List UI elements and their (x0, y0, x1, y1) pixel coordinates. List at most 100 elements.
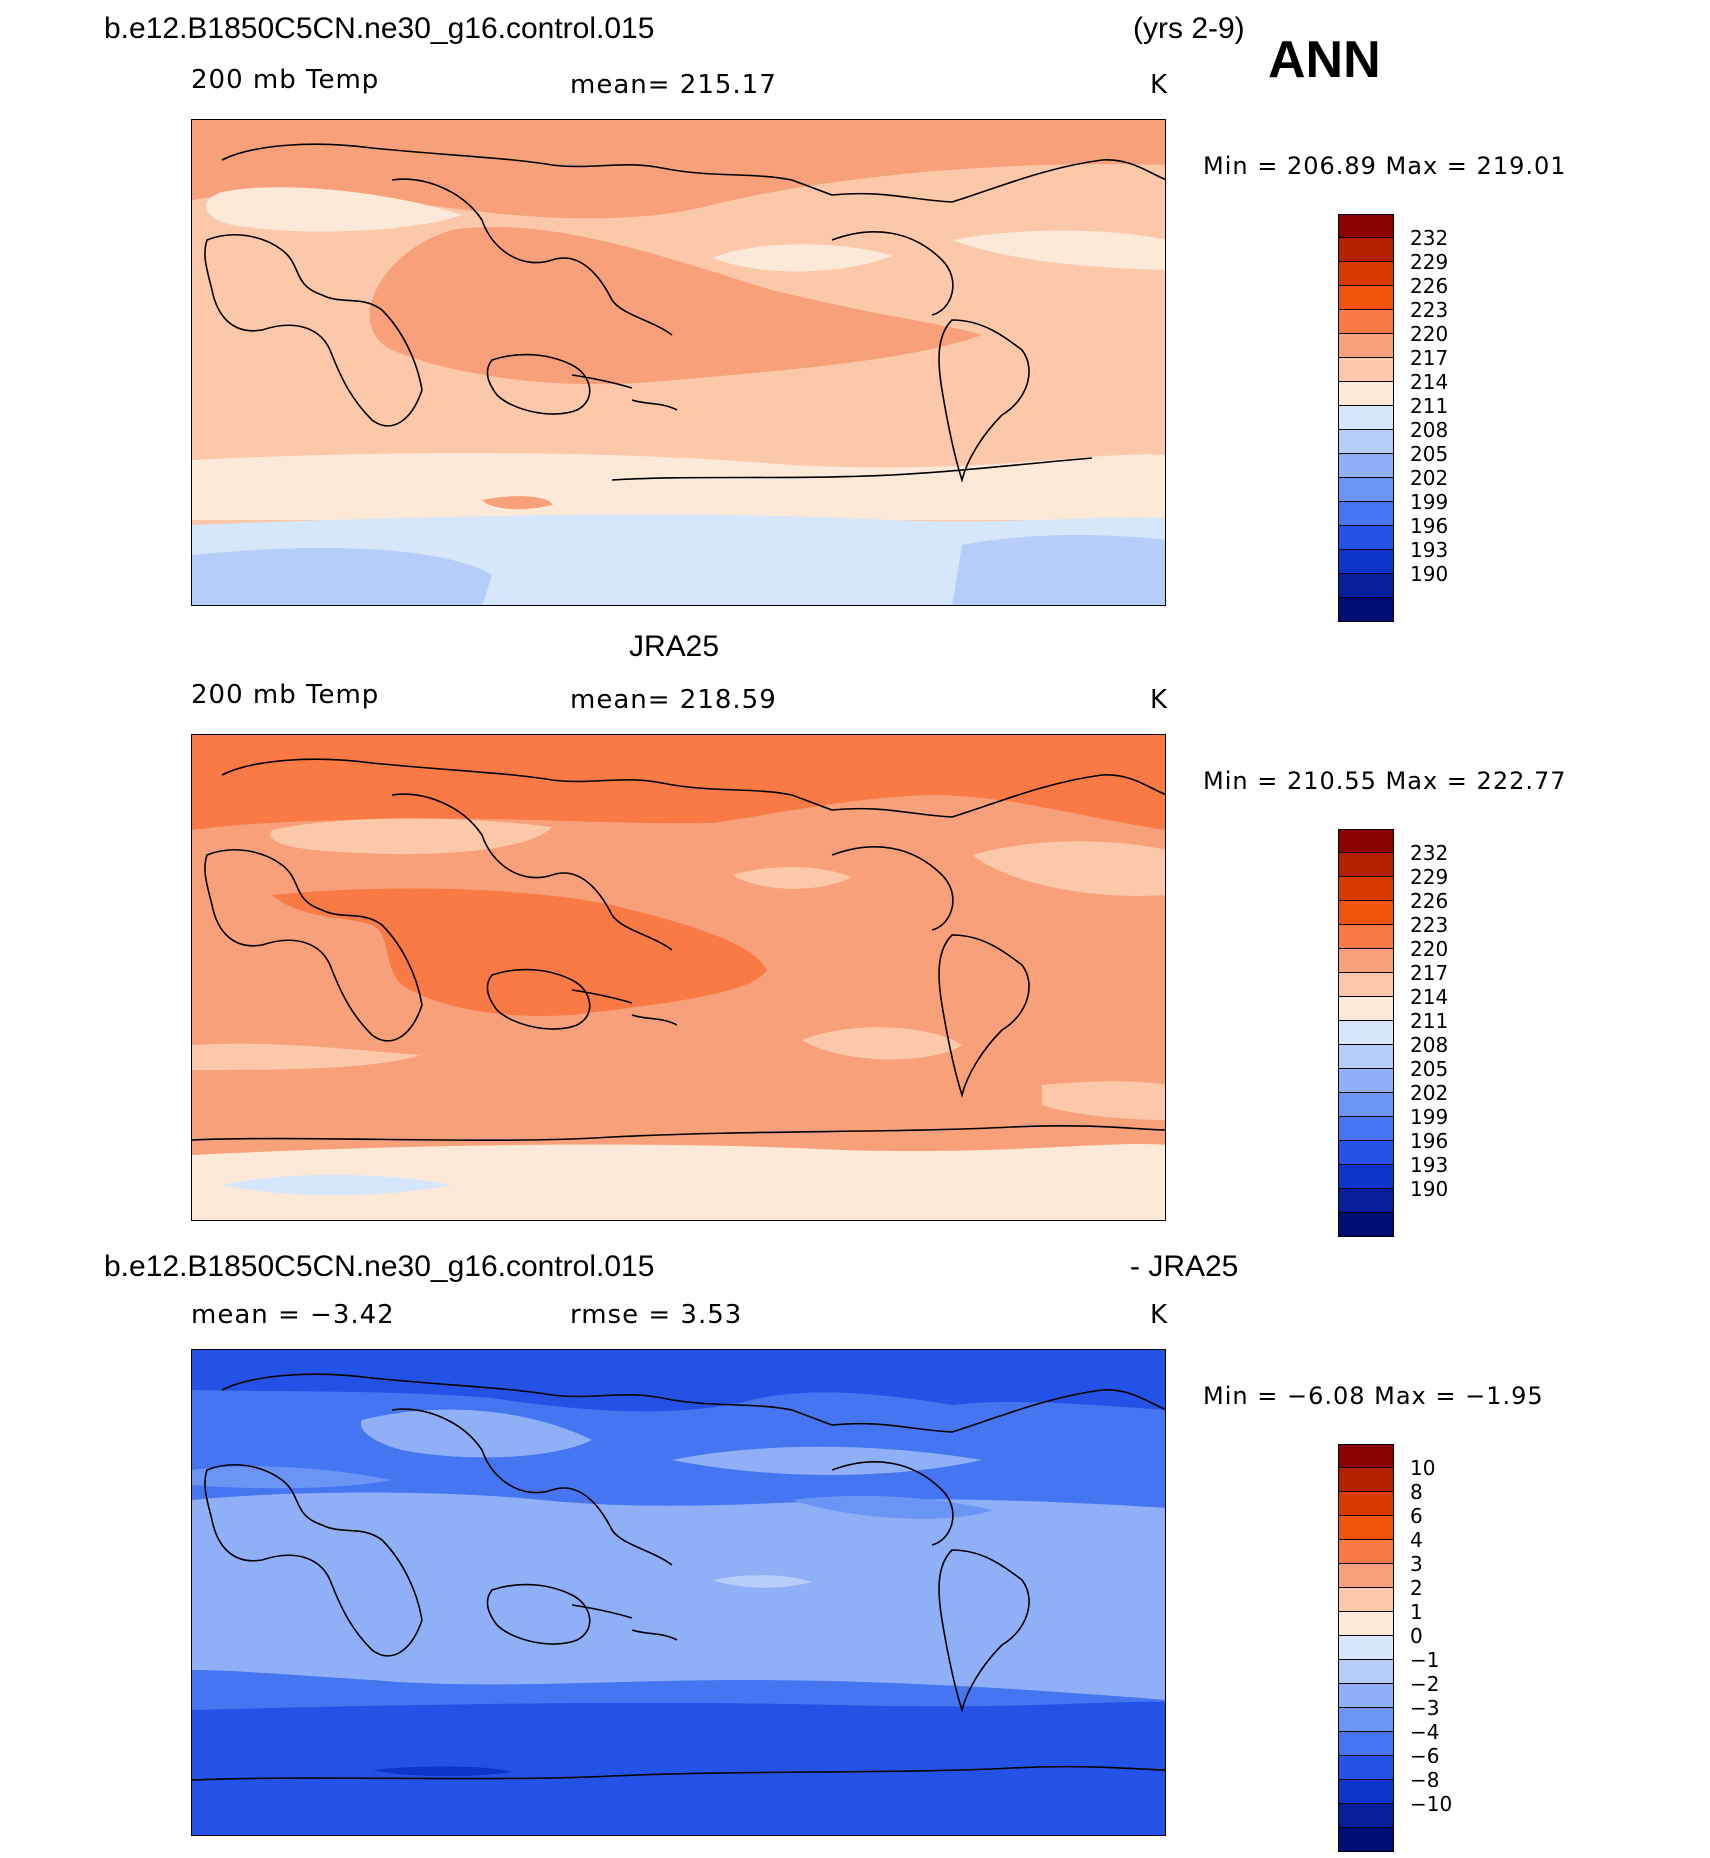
panel2-mean: mean= 218.59 (570, 685, 777, 715)
colorbar-swatch (1338, 901, 1394, 925)
panel3-coastlines (192, 1373, 1165, 1781)
panel2-units: K (1150, 685, 1169, 715)
colorbar-tick-label: 223 (1410, 913, 1449, 937)
colorbar-tick-label: −8 (1410, 1768, 1440, 1792)
colorbar-swatch (1338, 214, 1394, 238)
colorbar-tick-label: 1 (1410, 1600, 1423, 1624)
panel3-title-right: - JRA25 (1130, 1250, 1239, 1283)
colorbar-tick-label: 229 (1410, 250, 1449, 274)
colorbar-tick-label: 226 (1410, 274, 1449, 298)
colorbar-swatch (1338, 478, 1394, 502)
colorbar-tick-label: 217 (1410, 961, 1449, 985)
panel1-contour-field (192, 120, 1165, 605)
colorbar-swatch (1338, 1021, 1394, 1045)
colorbar-swatch (1338, 574, 1394, 598)
colorbar-swatch (1338, 997, 1394, 1021)
colorbar-swatch (1338, 1732, 1394, 1756)
colorbar-swatch (1338, 853, 1394, 877)
colorbar-swatch (1338, 1468, 1394, 1492)
panel3-units: K (1150, 1300, 1169, 1330)
colorbar-tick-label: 193 (1410, 538, 1449, 562)
colorbar-tick-label: 8 (1410, 1480, 1423, 1504)
colorbar-tick-label: −3 (1410, 1696, 1440, 1720)
colorbar-tick-label: −1 (1410, 1648, 1440, 1672)
colorbar-swatch (1338, 925, 1394, 949)
colorbar-tick-label: 199 (1410, 1105, 1449, 1129)
colorbar-tick-label: 190 (1410, 1177, 1449, 1201)
colorbar-tick-label: 10 (1410, 1456, 1436, 1480)
panel3-map (191, 1349, 1166, 1836)
colorbar-tick-label: 199 (1410, 490, 1449, 514)
colorbar-swatch (1338, 286, 1394, 310)
case-name: b.e12.B1850C5CN.ne30_g16.control.015 (104, 12, 655, 45)
colorbar-swatch (1338, 1636, 1394, 1660)
panel1-map (191, 119, 1166, 606)
panel2-title: JRA25 (629, 630, 720, 663)
colorbar-swatch (1338, 526, 1394, 550)
panel1-units: K (1150, 70, 1169, 100)
colorbar-tick-label: 2 (1410, 1576, 1423, 1600)
colorbar-tick-label: 220 (1410, 322, 1449, 346)
panel3-colorbar (1338, 1444, 1394, 1852)
colorbar-swatch (1338, 1708, 1394, 1732)
panel1-mean: mean= 215.17 (570, 70, 777, 100)
panel2-minmax: Min = 210.55 Max = 222.77 (1203, 767, 1567, 795)
colorbar-tick-label: 226 (1410, 889, 1449, 913)
colorbar-tick-label: 217 (1410, 346, 1449, 370)
colorbar-swatch (1338, 829, 1394, 853)
colorbar-tick-label: −10 (1410, 1792, 1453, 1816)
colorbar-tick-label: 196 (1410, 514, 1449, 538)
colorbar-tick-label: −6 (1410, 1744, 1440, 1768)
colorbar-swatch (1338, 502, 1394, 526)
colorbar-tick-label: 232 (1410, 841, 1449, 865)
panel3-contour-field (192, 1350, 1165, 1835)
season-label: ANN (1268, 31, 1381, 89)
colorbar-swatch (1338, 334, 1394, 358)
colorbar-swatch (1338, 1093, 1394, 1117)
panel2-coastlines (192, 758, 1165, 1142)
colorbar-tick-label: 232 (1410, 226, 1449, 250)
colorbar-swatch (1338, 430, 1394, 454)
colorbar-swatch (1338, 1165, 1394, 1189)
colorbar-swatch (1338, 1117, 1394, 1141)
colorbar-swatch (1338, 1588, 1394, 1612)
colorbar-swatch (1338, 1492, 1394, 1516)
colorbar-tick-label: 205 (1410, 1057, 1449, 1081)
colorbar-tick-label: 208 (1410, 418, 1449, 442)
colorbar-tick-label: −4 (1410, 1720, 1440, 1744)
colorbar-tick-label: 220 (1410, 937, 1449, 961)
colorbar-swatch (1338, 1189, 1394, 1213)
colorbar-tick-label: 211 (1410, 394, 1449, 418)
colorbar-swatch (1338, 1756, 1394, 1780)
colorbar-swatch (1338, 1804, 1394, 1828)
panel2-map (191, 734, 1166, 1221)
panel2-colorbar (1338, 829, 1394, 1237)
years-label: (yrs 2-9) (1133, 12, 1245, 45)
colorbar-tick-label: 193 (1410, 1153, 1449, 1177)
colorbar-swatch (1338, 454, 1394, 478)
panel1-variable: 200 mb Temp (191, 65, 380, 95)
colorbar-tick-label: 223 (1410, 298, 1449, 322)
panel1-colorbar (1338, 214, 1394, 622)
panel3-mean: mean = −3.42 (191, 1300, 395, 1330)
colorbar-tick-label: 196 (1410, 1129, 1449, 1153)
colorbar-tick-label: 6 (1410, 1504, 1423, 1528)
colorbar-swatch (1338, 1684, 1394, 1708)
colorbar-tick-label: 208 (1410, 1033, 1449, 1057)
colorbar-swatch (1338, 1444, 1394, 1468)
colorbar-swatch (1338, 1141, 1394, 1165)
colorbar-swatch (1338, 382, 1394, 406)
colorbar-swatch (1338, 598, 1394, 622)
colorbar-swatch (1338, 1069, 1394, 1093)
colorbar-swatch (1338, 1564, 1394, 1588)
colorbar-tick-label: 229 (1410, 865, 1449, 889)
colorbar-swatch (1338, 1780, 1394, 1804)
colorbar-tick-label: 205 (1410, 442, 1449, 466)
colorbar-tick-label: −2 (1410, 1672, 1440, 1696)
colorbar-swatch (1338, 1828, 1394, 1852)
colorbar-swatch (1338, 238, 1394, 262)
colorbar-swatch (1338, 973, 1394, 997)
panel2-variable: 200 mb Temp (191, 680, 380, 710)
colorbar-tick-label: 4 (1410, 1528, 1423, 1552)
colorbar-tick-label: 202 (1410, 1081, 1449, 1105)
